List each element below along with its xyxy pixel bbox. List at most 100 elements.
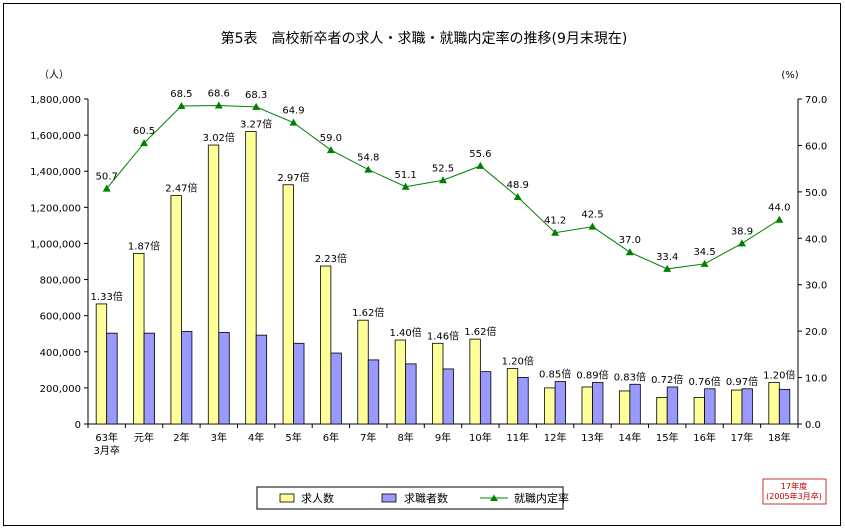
rate-label: 42.5 xyxy=(581,210,603,221)
x-tick-label: 9年 xyxy=(435,431,451,444)
left-tick-label: 600,000 xyxy=(40,312,81,323)
x-tick-label: 元年 xyxy=(134,431,154,444)
rate-point xyxy=(700,259,709,267)
x-tick-label: 4年 xyxy=(248,431,264,444)
x-tick-label: 18年 xyxy=(768,431,791,444)
ratio-label: 0.85倍 xyxy=(539,368,571,381)
right-tick-label: 10.0 xyxy=(805,374,827,385)
bar-job-seekers xyxy=(293,342,305,425)
left-tick-label: 400,000 xyxy=(40,348,81,359)
x-tick-label: 8年 xyxy=(397,431,413,444)
x-tick-label: 13年 xyxy=(581,431,604,444)
bar-job-openings xyxy=(170,195,182,425)
bar-job-openings xyxy=(282,184,294,425)
right-tick-label: 50.0 xyxy=(805,188,827,199)
bar-job-seekers xyxy=(479,371,492,425)
bar-job-seekers xyxy=(106,332,118,425)
left-tick-label: 1,400,000 xyxy=(30,167,81,178)
footnote-box xyxy=(762,478,827,505)
bar-job-seekers xyxy=(255,334,268,425)
ratio-label: 1.40倍 xyxy=(389,326,421,339)
rate-label: 55.6 xyxy=(469,149,491,160)
ratio-label: 1.87倍 xyxy=(128,239,160,252)
left-tick-label: 1,600,000 xyxy=(30,131,81,142)
bar-job-seekers xyxy=(778,388,791,425)
rate-point xyxy=(775,215,784,223)
bar-job-seekers xyxy=(704,388,716,425)
rate-point xyxy=(476,161,485,169)
chart-frame: 第5表 高校新卒者の求人・求職・就職内定率の推移(9月末現在) （人） (%) … xyxy=(3,3,841,526)
rate-point xyxy=(252,102,261,110)
bar-job-openings xyxy=(693,397,705,425)
ratio-label: 2.97倍 xyxy=(277,171,309,184)
right-tick-label: 0.0 xyxy=(805,420,821,431)
right-tick-label: 20.0 xyxy=(805,327,827,338)
rate-label: 38.9 xyxy=(731,226,753,237)
ratio-label: 1.46倍 xyxy=(427,329,459,342)
right-tick-label: 60.0 xyxy=(805,141,827,152)
bars xyxy=(95,131,791,425)
ratio-label: 2.23倍 xyxy=(315,252,347,265)
rate-label: 68.5 xyxy=(170,89,192,100)
bar-job-openings xyxy=(469,338,481,425)
bar-job-openings xyxy=(768,382,780,425)
ratio-label: 1.62倍 xyxy=(352,306,384,319)
footnote-line2: (2005年3月卒) xyxy=(766,491,822,501)
bar-job-openings xyxy=(731,389,743,425)
right-tick-label: 70.0 xyxy=(805,95,827,106)
bar-job-seekers xyxy=(741,388,753,425)
legend-swatch-job-seekers xyxy=(381,493,397,503)
x-tick-label: 11年 xyxy=(506,431,529,444)
rate-label: 51.1 xyxy=(394,170,416,181)
ratio-label: 0.97倍 xyxy=(726,375,758,388)
ratio-label: 1.33倍 xyxy=(91,290,123,303)
left-tick-label: 0 xyxy=(75,420,81,431)
x-tick-label: 12年 xyxy=(544,431,567,444)
rate-point xyxy=(513,192,522,200)
rate-point xyxy=(102,184,111,192)
ratio-label: 0.89倍 xyxy=(576,368,608,381)
data-labels: 1.33倍 1.87倍 2.47倍 3.02倍 3.27倍 2.97倍 2.23倍 1.62倍… xyxy=(91,89,796,388)
bar-job-seekers xyxy=(592,382,604,425)
left-tick-label: 1,800,000 xyxy=(30,95,81,106)
legend-label-job-openings: 求人数 xyxy=(301,492,334,505)
x-tick-label: 6年 xyxy=(323,431,339,444)
rate-point xyxy=(364,165,373,173)
axes: 0 200,000 400,000 600,000 800,000 1,000,000 1,… xyxy=(30,95,827,457)
bar-job-seekers xyxy=(143,332,155,425)
bar-job-openings xyxy=(506,368,519,425)
x-tick-label: 3年 xyxy=(211,431,227,444)
bar-job-openings xyxy=(95,303,108,425)
footnote: 17年度 (2005年3月卒) xyxy=(762,478,827,505)
legend-label-rate: 就職内定率 xyxy=(514,491,569,505)
chart-svg: 第5表 高校新卒者の求人・求職・就職内定率の推移(9月末現在) （人） (%) … xyxy=(30,30,827,510)
ratio-label: 3.27倍 xyxy=(240,118,272,131)
bar-job-seekers xyxy=(517,377,529,425)
x-tick-label: 63年 xyxy=(95,431,118,444)
bar-job-openings xyxy=(245,131,257,425)
rate-point xyxy=(289,118,298,126)
bar-job-openings xyxy=(432,342,444,425)
left-tick-label: 800,000 xyxy=(40,276,81,287)
left-tick-label: 1,000,000 xyxy=(30,239,81,250)
legend-box xyxy=(256,486,564,510)
rate-label: 37.0 xyxy=(619,235,641,246)
ratio-label: 1.62倍 xyxy=(464,325,496,338)
legend: 求人数 求職者数 就職内定率 xyxy=(256,486,569,510)
bar-job-seekers xyxy=(666,386,679,425)
bar-job-seekers xyxy=(442,368,454,425)
bar-job-seekers xyxy=(554,381,567,425)
rate-point xyxy=(551,228,560,236)
ratio-label: 1.20倍 xyxy=(763,368,795,381)
rate-point xyxy=(401,182,410,190)
rate-point xyxy=(663,264,672,272)
x-tick-label-sub: 3月卒 xyxy=(93,444,119,457)
rate-point xyxy=(326,146,335,154)
legend-label-job-seekers: 求職者数 xyxy=(404,492,448,505)
bar-job-openings xyxy=(544,387,556,425)
bar-job-openings xyxy=(133,252,145,425)
bar-job-openings xyxy=(581,386,593,425)
rate-line-path xyxy=(106,104,780,270)
x-tick-label: 7年 xyxy=(360,431,376,444)
right-axis-unit: (%) xyxy=(781,70,798,81)
